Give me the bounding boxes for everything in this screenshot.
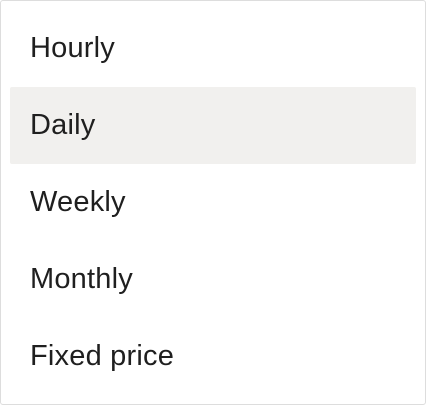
option-fixed-price[interactable]: Fixed price xyxy=(30,340,175,372)
option-daily[interactable]: Daily xyxy=(10,87,416,164)
option-hourly[interactable]: Hourly xyxy=(30,32,115,64)
option-weekly[interactable]: Weekly xyxy=(30,186,126,218)
option-monthly[interactable]: Monthly xyxy=(30,263,133,295)
